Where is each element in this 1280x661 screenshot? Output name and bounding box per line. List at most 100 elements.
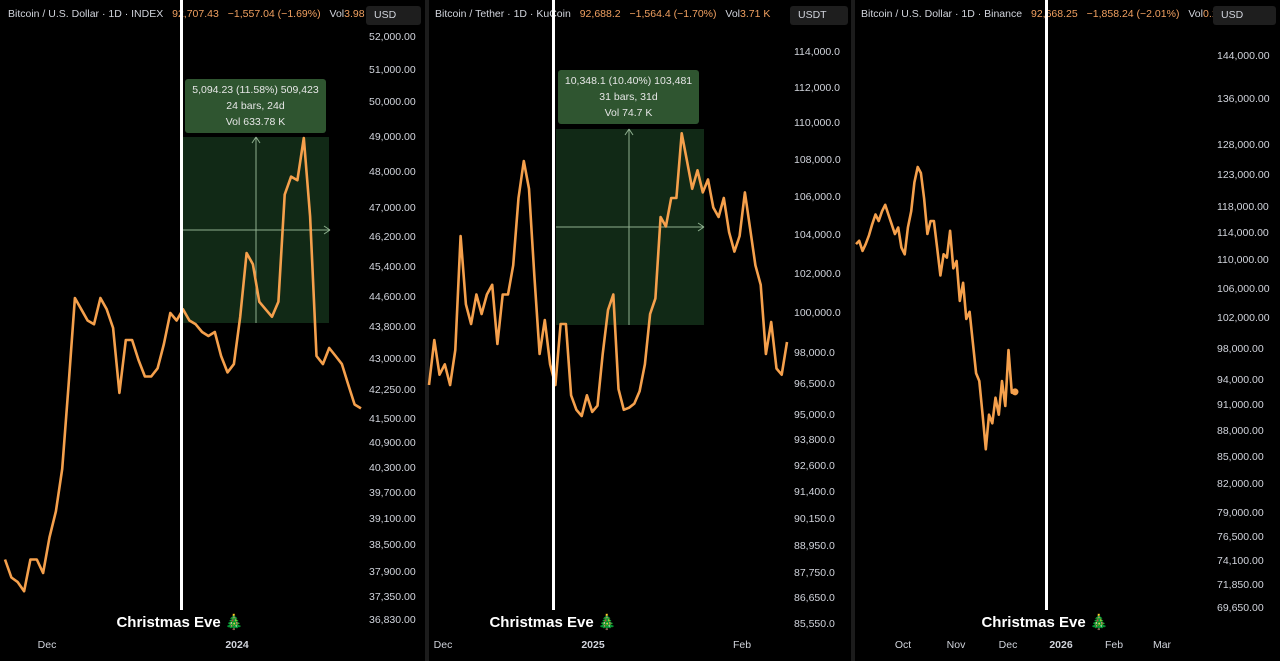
chart-3-y-tick: 71,850.00 <box>1217 579 1264 591</box>
chart-3-y-tick: 118,000.00 <box>1217 201 1269 213</box>
chart-2-y-tick: 108,000.0 <box>794 154 841 166</box>
chart-2-price: 92,688.2 <box>579 8 621 20</box>
chart-1-y-tick: 47,000.00 <box>369 202 416 214</box>
chart-2-y-tick: 91,400.0 <box>794 486 835 498</box>
chart-1-y-tick: 43,000.00 <box>369 353 416 365</box>
chart-3-x-tick: Feb <box>1104 639 1124 651</box>
chart-2-y-tick: 87,750.0 <box>794 567 835 579</box>
chart-2-christmas-line <box>552 0 555 610</box>
chart-2-measure-arrow-right-bottom <box>697 226 705 232</box>
chart-3-y-tick: 82,000.00 <box>1217 478 1264 490</box>
chart-3-last-price-dot <box>1011 388 1019 396</box>
chart-2-y-tick: 100,000.0 <box>794 307 841 319</box>
chart-1-y-tick: 42,250.00 <box>369 384 416 396</box>
chart-1-measure-tooltip: 5,094.23 (11.58%) 509,423 24 bars, 24d V… <box>185 79 326 133</box>
chart-3-y-tick: 114,000.00 <box>1217 227 1269 239</box>
chart-1-change: −1,557.04 (−1.69%) <box>227 8 321 20</box>
chart-2-x-tick: Feb <box>732 639 752 651</box>
chart-1-measure-arrow-up-left <box>251 136 257 144</box>
chart-2-vol-label: Vol <box>725 8 741 20</box>
chart-3-change: −1,858.24 (−2.01%) <box>1086 8 1180 20</box>
chart-2-y-tick: 110,000.0 <box>794 117 840 129</box>
chart-1-y-tick: 48,000.00 <box>369 166 416 178</box>
chart-1-currency-button[interactable]: USD <box>366 6 421 25</box>
chart-1-y-tick: 37,350.00 <box>369 591 416 603</box>
chart-1-christmas-line <box>180 0 183 610</box>
chart-1-y-tick: 43,800.00 <box>369 321 416 333</box>
chart-1-y-tick: 52,000.00 <box>369 31 416 43</box>
chart-3-vol-label: Vol <box>1188 8 1203 20</box>
chart-3-price: 92,668.25 <box>1030 8 1078 20</box>
chart-1-measure-arrow-up-right <box>255 136 261 144</box>
chart-1-plot[interactable] <box>0 0 425 661</box>
chart-2-y-tick: 104,000.0 <box>794 229 841 241</box>
chart-panel-1[interactable]: Bitcoin / U.S. Dollar · 1D · INDEX 92,70… <box>0 0 425 661</box>
chart-2-measure-arrow-up-left <box>624 128 630 136</box>
chart-2-change: −1,564.4 (−1.70%) <box>629 8 717 20</box>
chart-2-x-tick: 2025 <box>581 639 605 651</box>
chart-2-measure-tooltip: 10,348.1 (10.40%) 103,481 31 bars, 31d V… <box>558 70 699 124</box>
chart-3-x-tick: Dec <box>998 639 1018 651</box>
chart-3-currency-button[interactable]: USD <box>1213 6 1276 25</box>
chart-1-y-tick: 39,100.00 <box>369 513 416 525</box>
chart-2-y-tick: 93,800.0 <box>794 434 835 446</box>
chart-3-price-line <box>855 165 1016 451</box>
chart-1-symbol: Bitcoin / U.S. Dollar · 1D · INDEX <box>8 8 164 20</box>
chart-2-measure-line2: 31 bars, 31d <box>599 91 658 103</box>
chart-2-measure-arrow-right-top <box>697 222 705 228</box>
chart-2-christmas-label: Christmas Eve 🎄 <box>489 614 617 631</box>
chart-1-y-tick: 44,600.00 <box>369 291 416 303</box>
chart-3-y-tick: 76,500.00 <box>1217 531 1264 543</box>
chart-3-y-tick: 88,000.00 <box>1217 425 1264 437</box>
chart-2-measure-arrow-up-right <box>628 128 634 136</box>
chart-2-plot[interactable] <box>427 0 851 661</box>
chart-1-header: Bitcoin / U.S. Dollar · 1D · INDEX 92,70… <box>8 8 374 20</box>
panel-separator-1[interactable] <box>425 0 429 661</box>
chart-1-measure-line3: Vol 633.78 K <box>225 116 286 128</box>
chart-1-y-tick: 36,830.00 <box>369 614 416 626</box>
chart-3-x-tick: Nov <box>946 639 966 651</box>
chart-2-currency: USDT <box>798 9 827 21</box>
chart-2-y-tick: 102,000.0 <box>794 268 841 280</box>
chart-1-x-tick: 2024 <box>225 639 249 651</box>
chart-1-y-tick: 46,200.00 <box>369 231 416 243</box>
chart-3-symbol: Bitcoin / U.S. Dollar · 1D · Binance <box>861 8 1023 20</box>
chart-1-y-tick: 38,500.00 <box>369 539 416 551</box>
chart-1-y-tick: 37,900.00 <box>369 566 416 578</box>
chart-3-y-tick: 85,000.00 <box>1217 451 1264 463</box>
chart-3-header: Bitcoin / U.S. Dollar · 1D · Binance 92,… <box>861 8 1223 20</box>
chart-3-plot[interactable] <box>855 0 1280 661</box>
chart-1-y-tick: 39,700.00 <box>369 487 416 499</box>
chart-1-measure-line1: 5,094.23 (11.58%) 509,423 <box>192 84 319 96</box>
chart-2-header: Bitcoin / Tether · 1D · KuCoin 92,688.2 … <box>435 8 770 20</box>
chart-3-y-tick: 79,000.00 <box>1217 507 1264 519</box>
chart-2-y-tick: 98,000.0 <box>794 347 835 359</box>
chart-2-y-tick: 95,000.0 <box>794 409 835 421</box>
chart-panel-3[interactable]: Bitcoin / U.S. Dollar · 1D · Binance 92,… <box>855 0 1280 661</box>
chart-2-y-tick: 96,500.0 <box>794 378 835 390</box>
chart-2-y-tick: 85,550.0 <box>794 618 835 630</box>
panel-separator-2[interactable] <box>851 0 855 661</box>
chart-2-currency-button[interactable]: USDT <box>790 6 848 25</box>
chart-2-y-tick: 106,000.0 <box>794 191 841 203</box>
chart-3-y-tick: 102,000.00 <box>1217 312 1270 324</box>
chart-2-measure-line1: 10,348.1 (10.40%) 103,481 <box>564 75 693 87</box>
chart-panel-2[interactable]: Bitcoin / Tether · 1D · KuCoin 92,688.2 … <box>427 0 851 661</box>
chart-2-y-tick: 114,000.0 <box>794 46 840 58</box>
chart-3-christmas-label: Christmas Eve 🎄 <box>981 614 1109 631</box>
chart-3-y-tick: 144,000.00 <box>1217 50 1270 62</box>
chart-3-currency: USD <box>1221 9 1244 21</box>
chart-1-measure-arrow-right-bottom <box>323 229 331 235</box>
chart-1-price: 92,707.43 <box>172 8 219 20</box>
chart-2-y-tick: 88,950.0 <box>794 540 835 552</box>
chart-1-currency: USD <box>374 9 397 21</box>
chart-3-x-tick: Oct <box>894 639 912 651</box>
chart-3-x-tick: Mar <box>1152 639 1172 651</box>
chart-1-measure-line2: 24 bars, 24d <box>226 100 285 112</box>
chart-2-y-tick: 90,150.0 <box>794 513 835 525</box>
chart-3-y-tick: 106,000.00 <box>1217 283 1270 295</box>
chart-2-vol: 3.71 K <box>740 8 771 20</box>
chart-2-price-line <box>427 132 789 418</box>
chart-3-y-tick: 136,000.00 <box>1217 93 1270 105</box>
chart-3-y-tick: 91,000.00 <box>1217 399 1264 411</box>
